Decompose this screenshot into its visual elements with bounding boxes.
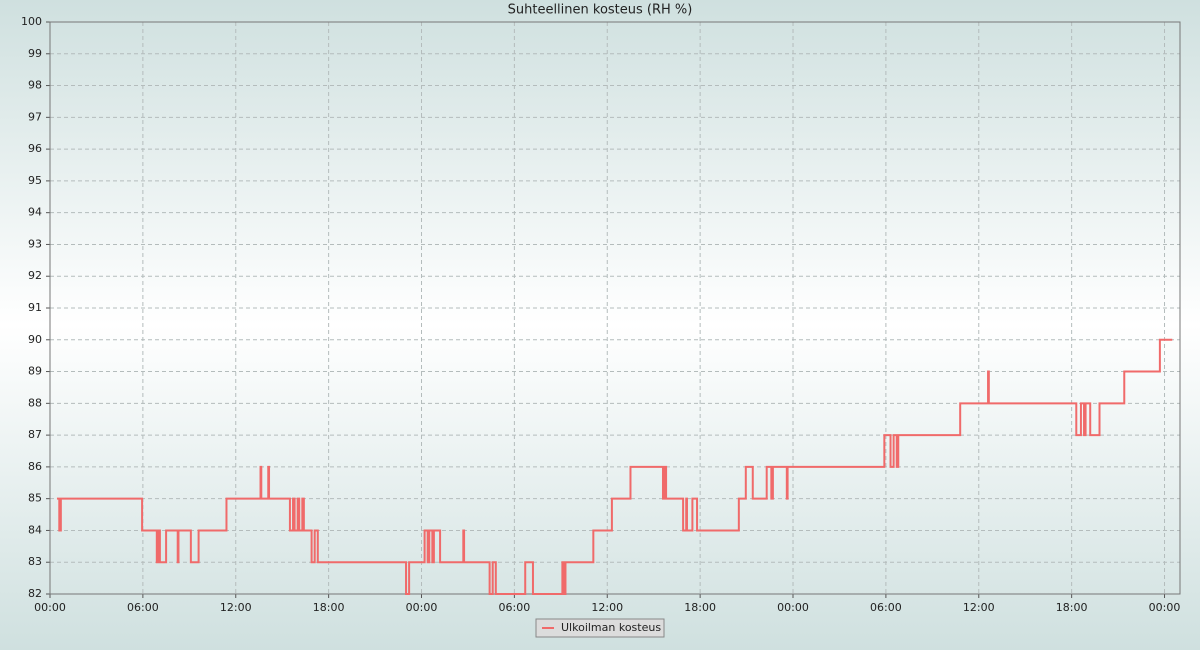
y-tick-label: 85: [28, 492, 42, 505]
y-tick-label: 94: [28, 206, 42, 219]
y-tick-label: 82: [28, 587, 42, 600]
y-tick-label: 89: [28, 365, 42, 378]
y-tick-label: 100: [21, 15, 42, 28]
x-tick-label: 06:00: [870, 601, 902, 614]
y-tick-label: 90: [28, 333, 42, 346]
legend-box: [535, 618, 665, 638]
y-tick-label: 83: [28, 555, 42, 568]
y-tick-label: 97: [28, 110, 42, 123]
x-tick-label: 18:00: [684, 601, 716, 614]
x-tick-label: 06:00: [127, 601, 159, 614]
data-line: [56, 338, 1173, 595]
y-tick-label: 98: [28, 79, 42, 92]
y-tick-label: 87: [28, 428, 42, 441]
y-tick-label: 96: [28, 142, 42, 155]
y-tick-label: 95: [28, 174, 42, 187]
y-tick-label: 99: [28, 47, 42, 60]
y-tick-label: 93: [28, 237, 42, 250]
x-tick-label: 12:00: [220, 601, 252, 614]
plot-frame: [49, 21, 1181, 595]
legend-label: Ulkoilman kosteus: [561, 621, 661, 634]
x-tick-label: 12:00: [963, 601, 995, 614]
y-tick-label: 91: [28, 301, 42, 314]
x-tick-label: 00:00: [406, 601, 438, 614]
x-tick-label: 12:00: [591, 601, 623, 614]
y-tick-label: 86: [28, 460, 42, 473]
y-tick-label: 92: [28, 269, 42, 282]
chart-title: Suhteellinen kosteus (RH %): [508, 3, 693, 18]
x-tick-label: 06:00: [499, 601, 531, 614]
y-tick-label: 84: [28, 523, 42, 536]
x-tick-label: 18:00: [313, 601, 345, 614]
x-tick-label: 18:00: [1056, 601, 1088, 614]
x-tick-label: 00:00: [34, 601, 66, 614]
x-tick-label: 00:00: [1149, 601, 1181, 614]
y-tick-label: 88: [28, 396, 42, 409]
x-tick-label: 00:00: [777, 601, 809, 614]
